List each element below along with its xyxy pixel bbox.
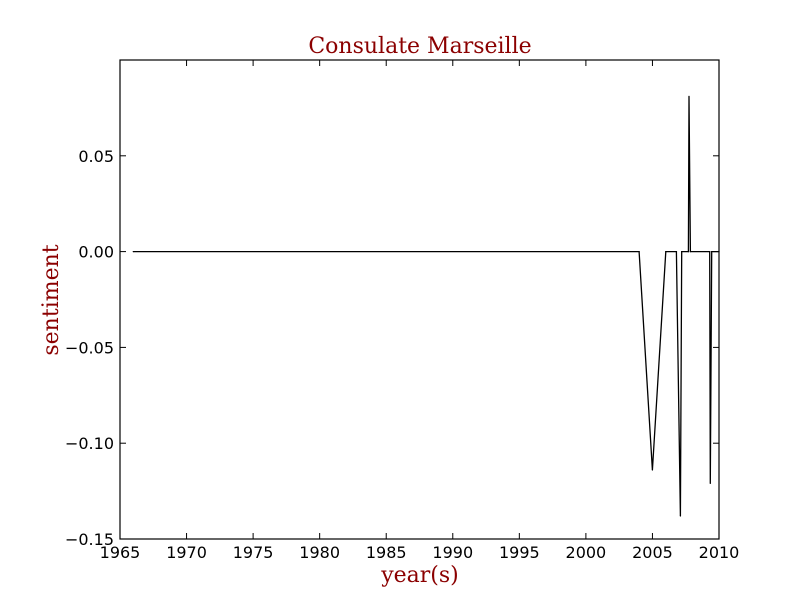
- data-point: [711, 251, 713, 253]
- x-tick-label: 1965: [100, 543, 141, 562]
- x-tick-label: 1985: [366, 543, 407, 562]
- series-layer: [132, 95, 720, 517]
- data-point: [665, 251, 667, 253]
- x-axis-label: year(s): [380, 563, 459, 588]
- data-point: [687, 251, 690, 253]
- data-point: [688, 95, 690, 97]
- data-point: [132, 251, 134, 253]
- y-axis-label: sentiment: [39, 244, 64, 355]
- data-point: [679, 515, 682, 517]
- x-tick-label: 1975: [233, 543, 274, 562]
- y-tick-label: 0.00: [78, 243, 114, 262]
- data-point: [709, 482, 711, 484]
- data-point: [709, 251, 711, 253]
- data-point: [689, 251, 692, 253]
- x-tick-label: 2000: [566, 543, 607, 562]
- x-tick-label: 2005: [632, 543, 673, 562]
- x-tick-label: 1990: [432, 543, 473, 562]
- data-point: [638, 251, 640, 253]
- data-point: [681, 251, 683, 253]
- y-tick-label: −0.10: [65, 434, 114, 453]
- x-tick-label: 2010: [699, 543, 740, 562]
- data-point: [675, 251, 678, 253]
- axis-ticks: 1965 1970 1975 1980 1985 1990 1995 2000 2005 2010…: [65, 60, 739, 562]
- plot-area: [119, 59, 720, 540]
- y-tick-label: −0.05: [65, 338, 114, 357]
- y-tick-label: −0.15: [65, 530, 114, 549]
- x-tick-label: 1970: [166, 543, 207, 562]
- x-tick-label: 1995: [499, 543, 540, 562]
- series-line: [133, 96, 719, 517]
- data-point: [718, 251, 720, 253]
- x-tick-label: 1980: [299, 543, 340, 562]
- y-tick-label: 0.05: [78, 147, 114, 166]
- chart-title: Consulate Marseille: [308, 34, 531, 59]
- plot-frame: [119, 59, 720, 540]
- data-point: [651, 469, 654, 471]
